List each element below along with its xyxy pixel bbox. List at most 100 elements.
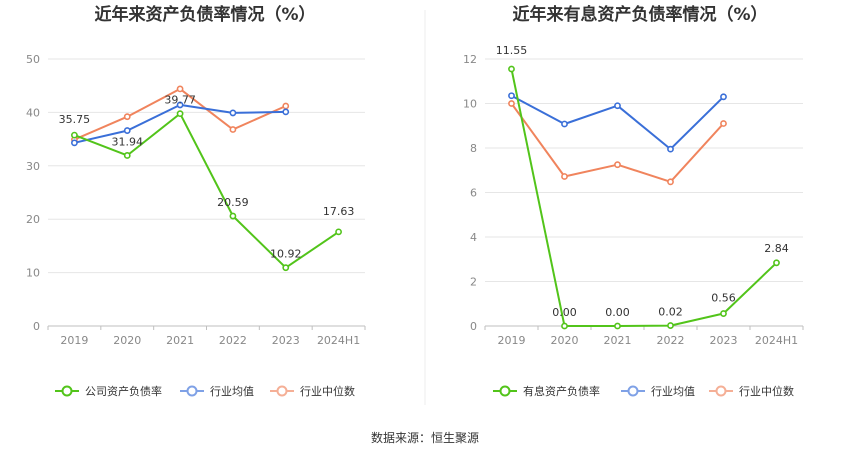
data-point xyxy=(282,102,290,110)
data-point xyxy=(229,212,237,220)
x-tick-label: 2024H1 xyxy=(755,334,798,347)
legend-item-1: 行业均值 xyxy=(621,385,695,398)
legend-item-0: 公司资产负债率 xyxy=(55,384,162,398)
y-tick-label: 30 xyxy=(26,160,40,173)
y-tick-label: 12 xyxy=(463,53,477,66)
data-point xyxy=(123,152,131,159)
data-point xyxy=(720,310,727,317)
legend-marker xyxy=(627,385,639,397)
legend-label: 行业均值 xyxy=(210,385,254,398)
series-line xyxy=(510,102,725,183)
data-point xyxy=(667,145,674,153)
legend-item-0: 有息资产负债率 xyxy=(493,384,600,398)
data-point xyxy=(667,322,674,329)
legend-label: 公司资产负债率 xyxy=(85,384,162,398)
data-label: 17.63 xyxy=(323,205,355,218)
series-0: 11.55 0.00 0.00 0.02 0.56 2.84 xyxy=(496,44,789,330)
y-tick-label: 40 xyxy=(26,106,40,119)
data-label: 11.55 xyxy=(496,44,528,57)
series-line xyxy=(74,112,340,269)
y-tick-label: 4 xyxy=(470,231,477,244)
legend-marker xyxy=(186,385,198,397)
x-tick-label: 2020 xyxy=(113,334,141,347)
x-tick-label: 2024H1 xyxy=(317,334,360,347)
data-label: 0.00 xyxy=(552,306,577,319)
legend-label: 行业中位数 xyxy=(300,384,355,398)
data-point xyxy=(508,92,515,100)
data-point xyxy=(561,322,568,330)
data-label: 2.84 xyxy=(764,242,789,255)
data-point xyxy=(614,102,621,110)
data-label: 10.92 xyxy=(270,248,302,261)
x-tick-label: 2022 xyxy=(219,334,247,347)
y-tick-label: 8 xyxy=(470,142,477,155)
legend-label: 行业均值 xyxy=(651,385,695,398)
data-point xyxy=(508,65,515,73)
x-tick-label: 2020 xyxy=(551,334,579,347)
data-point xyxy=(282,108,290,116)
x-tick-label: 2022 xyxy=(657,334,685,347)
data-point xyxy=(614,161,621,169)
data-label: 39.77 xyxy=(164,94,196,107)
data-point xyxy=(229,109,237,117)
chart-title: 近年来资产负债率情况（%） xyxy=(94,4,315,25)
y-tick-label: 2 xyxy=(470,276,477,289)
data-point xyxy=(176,85,184,93)
series-0: 35.75 31.94 39.77 20.59 10.92 17.63 xyxy=(59,94,355,272)
data-label: 0.02 xyxy=(658,306,683,319)
data-label: 35.75 xyxy=(59,113,91,126)
data-point xyxy=(720,120,727,127)
legend-marker xyxy=(276,385,288,397)
y-tick-label: 0 xyxy=(470,320,477,333)
x-tick-label: 2021 xyxy=(166,334,194,347)
legend-label: 有息资产负债率 xyxy=(523,384,600,398)
y-tick-label: 0 xyxy=(33,320,40,333)
data-point xyxy=(123,113,131,121)
right-chart-interest-bearing-debt-ratio: 近年来有息资产负债率情况（%） 0 2 4 6 8 10 12 2019 2020 2021 2022… xyxy=(463,4,804,398)
data-point xyxy=(561,173,568,180)
data-label: 0.56 xyxy=(711,292,736,305)
source-note: 数据来源：恒生聚源 xyxy=(371,430,479,445)
legend-marker xyxy=(61,385,73,397)
data-point xyxy=(720,93,727,101)
data-point xyxy=(335,228,342,236)
y-tick-label: 10 xyxy=(463,98,477,111)
x-tick-label: 2019 xyxy=(498,334,526,347)
x-tick-label: 2023 xyxy=(272,334,300,347)
data-point xyxy=(667,178,674,186)
data-point xyxy=(773,259,780,267)
data-label: 20.59 xyxy=(217,196,249,209)
data-point xyxy=(561,120,568,128)
data-point xyxy=(508,100,515,107)
data-label: 31.94 xyxy=(112,135,144,148)
left-chart-debt-ratio: 近年来资产负债率情况（%） 0 10 20 30 40 50 2019 2020 2021 2022… xyxy=(26,4,366,398)
y-tick-label: 10 xyxy=(26,267,40,280)
y-tick-label: 50 xyxy=(26,53,40,66)
x-tick-label: 2023 xyxy=(710,334,738,347)
data-point xyxy=(176,110,184,118)
data-point xyxy=(71,139,78,147)
legend-item-2: 行业中位数 xyxy=(270,384,355,398)
series-1 xyxy=(71,101,290,147)
legend-item-1: 行业均值 xyxy=(180,385,254,398)
legend-marker xyxy=(715,385,727,397)
legend-item-2: 行业中位数 xyxy=(709,384,794,398)
legend-label: 行业中位数 xyxy=(739,384,794,398)
y-tick-label: 6 xyxy=(470,187,477,200)
data-label: 0.00 xyxy=(605,306,630,319)
data-point xyxy=(176,101,184,109)
y-tick-label: 20 xyxy=(26,213,40,226)
data-point xyxy=(614,322,621,330)
x-tick-label: 2021 xyxy=(604,334,632,347)
series-1 xyxy=(508,92,727,153)
data-point xyxy=(123,127,131,134)
series-line xyxy=(510,68,778,327)
x-tick-label: 2019 xyxy=(60,334,88,347)
legend-marker xyxy=(499,385,511,397)
data-point xyxy=(229,126,237,133)
chart-title: 近年来有息资产负债率情况（%） xyxy=(512,4,767,25)
data-point xyxy=(71,131,78,139)
data-point xyxy=(282,264,290,272)
series-2 xyxy=(508,100,727,186)
